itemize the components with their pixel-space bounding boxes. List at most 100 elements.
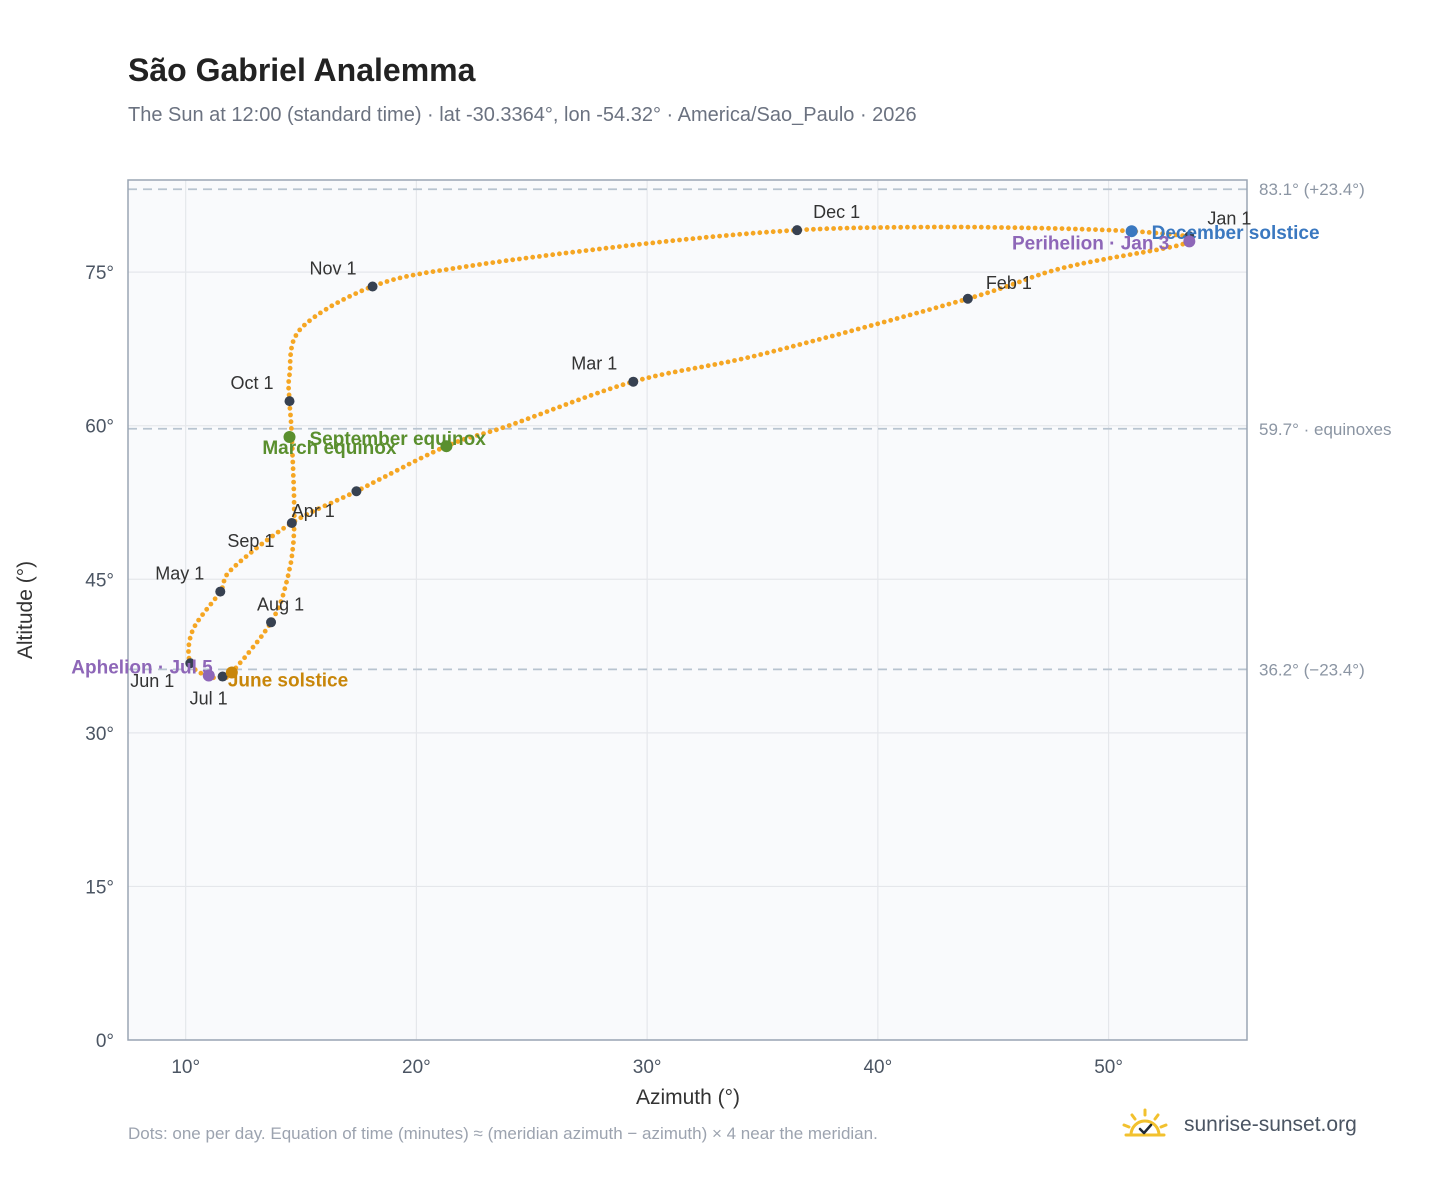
analemma-day-dot (804, 227, 810, 233)
analemma-day-dot (881, 319, 887, 325)
analemma-day-dot (290, 459, 296, 465)
analemma-day-dot (999, 225, 1004, 230)
analemma-day-dot (1052, 226, 1058, 231)
reference-line-label: 59.7° · equinoxes (1259, 420, 1392, 439)
plot-background (128, 180, 1247, 1040)
analemma-day-dot (1094, 258, 1100, 263)
analemma-day-dot (1099, 227, 1105, 233)
analemma-day-dot (557, 251, 562, 257)
analemma-day-dot (289, 345, 294, 351)
analemma-day-dot (623, 243, 629, 249)
analemma-curve (186, 224, 1192, 681)
analemma-day-dot (894, 316, 900, 321)
analemma-day-dot (532, 413, 537, 419)
analemma-day-dot (291, 513, 297, 519)
month-marker-label: Jun 1 (130, 671, 174, 691)
analemma-day-dot (1167, 244, 1173, 250)
analemma-day-dot (646, 375, 652, 380)
analemma-day-dot (288, 560, 294, 565)
analemma-day-dot (391, 277, 396, 282)
analemma-day-dot (770, 229, 776, 235)
analemma-day-dot (952, 224, 957, 230)
analemma-day-dot (281, 525, 286, 531)
brand-text[interactable]: sunrise-sunset.org (1184, 1113, 1357, 1136)
analemma-day-dot (430, 449, 436, 455)
x-tick-label: 10° (171, 1057, 200, 1078)
analemma-day-dot (186, 649, 191, 654)
analemma-day-dot (307, 318, 312, 324)
analemma-day-dot (992, 225, 998, 230)
analemma-day-dot (745, 355, 751, 360)
analemma-day-dot (248, 549, 254, 555)
analemma-day-dot (723, 233, 729, 238)
analemma-day-dot (370, 480, 376, 485)
analemma-day-dot (1134, 251, 1140, 256)
analemma-day-dot (192, 667, 198, 673)
analemma-day-dot (1147, 248, 1153, 254)
analemma-day-dot (1154, 247, 1159, 253)
analemma-day-dot (1032, 225, 1038, 231)
analemma-day-dot (998, 286, 1003, 291)
analemma-day-dot (837, 225, 843, 231)
analemma-day-dot (503, 258, 509, 264)
analemma-day-dot (550, 406, 556, 412)
analemma-day-dot (436, 446, 442, 452)
analemma-day-dot (797, 342, 803, 347)
analemma-day-dot (323, 306, 329, 312)
sun-check-icon (1122, 1108, 1168, 1137)
month-marker-label: Aug 1 (257, 594, 304, 614)
brand[interactable]: sunrise-sunset.org (1120, 1100, 1357, 1150)
analemma-day-dot (590, 247, 596, 253)
analemma-day-dot (1114, 254, 1120, 260)
analemma-day-dot (410, 272, 416, 278)
analemma-day-dot (911, 224, 917, 230)
analemma-day-dot (286, 385, 291, 391)
analemma-day-dot (737, 231, 743, 237)
reference-lines: 83.1° (+23.4°) 59.7° · equinoxes 36.2° (−2… (128, 180, 1392, 679)
analemma-day-dot (513, 420, 518, 426)
analemma-day-dot (302, 322, 307, 328)
analemma-day-dot (790, 343, 796, 349)
analemma-day-dot (287, 405, 293, 411)
analemma-day-dot (287, 566, 292, 572)
analemma-day-dot (577, 249, 582, 254)
analemma-day-dot (196, 617, 202, 623)
analemma-day-dot (530, 254, 536, 260)
analemma-day-dot (523, 255, 529, 261)
analemma-day-dot (958, 224, 964, 230)
analemma-day-dot (290, 339, 296, 344)
analemma-day-dot (353, 291, 359, 296)
analemma-day-dot (457, 265, 462, 270)
analemma-day-dot (192, 623, 198, 629)
analemma-day-dot (198, 670, 204, 676)
analemma-day-dot (686, 367, 691, 372)
analemma-day-dot (289, 426, 294, 431)
analemma-day-dot (287, 372, 292, 378)
analemma-day-dot (583, 248, 589, 254)
analemma-day-dot (322, 503, 328, 509)
analemma-day-dot (477, 262, 482, 267)
analemma-day-dot (918, 224, 924, 230)
analemma-day-dot (849, 328, 855, 334)
analemma-day-dot (1146, 230, 1152, 235)
analemma-day-dot (1081, 260, 1087, 266)
analemma-day-dot (978, 292, 984, 298)
analemma-day-dot (712, 362, 718, 367)
analemma-day-dot (224, 572, 230, 578)
analemma-day-dot (310, 509, 316, 514)
analemma-day-dot (506, 423, 512, 428)
analemma-day-dot (842, 330, 848, 335)
analemma-day-dot (717, 233, 722, 239)
analemma-day-dot (597, 246, 602, 252)
analemma-day-dot (653, 373, 658, 379)
analemma-day-dot (1180, 233, 1185, 239)
analemma-day-dot (291, 540, 296, 545)
analemma-day-dot (945, 224, 951, 230)
analemma-day-dot (595, 390, 600, 396)
analemma-day-dot (455, 439, 461, 444)
analemma-day-dot (1010, 281, 1016, 287)
month-marker-dot (284, 396, 295, 407)
analemma-day-dot (293, 333, 299, 338)
analemma-day-dot (474, 433, 480, 438)
